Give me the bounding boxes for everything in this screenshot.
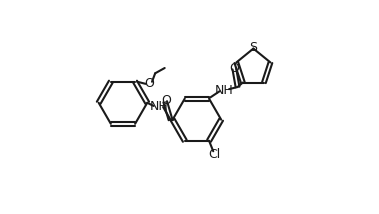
- Text: O: O: [229, 61, 239, 74]
- Text: NH: NH: [149, 101, 168, 113]
- Text: Cl: Cl: [208, 148, 221, 161]
- Text: S: S: [249, 42, 257, 54]
- Text: NH: NH: [215, 84, 233, 97]
- Text: O: O: [144, 77, 154, 90]
- Text: O: O: [161, 94, 171, 107]
